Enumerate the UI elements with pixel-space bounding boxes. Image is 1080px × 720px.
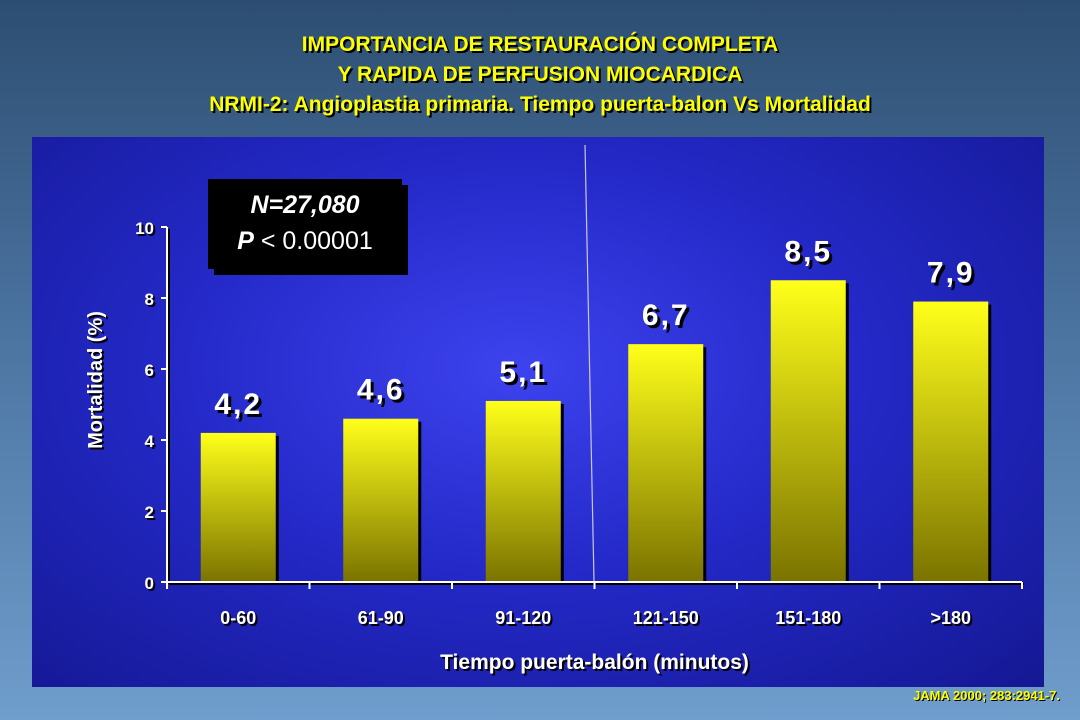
bar-121-150 bbox=[628, 344, 704, 582]
x-tick-label-shadow: 91-120 bbox=[497, 610, 553, 630]
x-tick-label: 151-180 bbox=[775, 608, 841, 628]
y-tick-label: 2 bbox=[145, 503, 154, 522]
data-label: 6,7 bbox=[642, 299, 690, 332]
y-tick-label-shadow: 6 bbox=[147, 363, 156, 382]
chart-panel: 0 0 2 2 4 4 6 6 8 8 10 10 4,2 4,2 0-60 0-60 4,6 4,6 61-90… bbox=[32, 137, 1044, 687]
bar-151-180 bbox=[770, 280, 846, 582]
labels-layer: 4,24,20-600-604,64,661-9061-905,15,191-1… bbox=[85, 235, 978, 676]
y-tick-label-shadow: 8 bbox=[147, 292, 156, 311]
p-value: P < 0.00001 bbox=[208, 223, 402, 259]
title-line-3: NRMI-2: Angioplastia primaria. Tiempo pu… bbox=[209, 93, 871, 116]
y-tick-label: 10 bbox=[135, 219, 154, 238]
p-value-letter: P bbox=[237, 227, 254, 255]
bar->180 bbox=[913, 301, 989, 582]
data-label: 7,9 bbox=[927, 257, 975, 290]
source-citation: JAMA 2000; 283:2941-7. bbox=[913, 688, 1060, 703]
x-axis-title-shadow: Tiempo puerta-balón (minutos) bbox=[442, 653, 751, 676]
sample-size-text: N=27,080 bbox=[250, 191, 360, 219]
x-tick-label: 0-60 bbox=[220, 608, 256, 628]
sample-size: N=27,080 bbox=[208, 187, 402, 223]
data-label-shadow: 6,7 bbox=[645, 302, 693, 335]
chart-title: IMPORTANCIA DE RESTAURACIÓN COMPLETA Y R… bbox=[0, 30, 1080, 120]
bar-91-120 bbox=[485, 400, 561, 582]
x-tick-label: >180 bbox=[930, 608, 971, 628]
y-axis-title-shadow: Mortalidad (%) bbox=[87, 313, 109, 451]
x-tick-label-shadow: 121-150 bbox=[635, 610, 701, 630]
vertical-divider-line bbox=[584, 144, 595, 583]
x-tick-label: 121-150 bbox=[633, 608, 699, 628]
data-label: 4,6 bbox=[357, 374, 405, 407]
data-label-shadow: 7,9 bbox=[930, 260, 978, 293]
x-tick-label: 91-120 bbox=[495, 608, 551, 628]
x-axis-title: Tiempo puerta-balón (minutos) bbox=[440, 651, 749, 674]
x-tick-label-shadow: 61-90 bbox=[360, 610, 406, 630]
bar-61-90 bbox=[343, 418, 419, 582]
p-value-text: < 0.00001 bbox=[253, 227, 373, 255]
x-tick-label-shadow: 0-60 bbox=[222, 610, 258, 630]
y-tick-label-shadow: 10 bbox=[137, 221, 156, 240]
x-tick-label: 61-90 bbox=[358, 608, 404, 628]
y-tick-label-shadow: 2 bbox=[147, 505, 156, 524]
y-tick-label-shadow: 4 bbox=[147, 434, 157, 453]
x-tick-label-shadow: >180 bbox=[932, 610, 973, 630]
y-axis-title: Mortalidad (%) bbox=[85, 311, 107, 449]
data-label-shadow: 5,1 bbox=[502, 359, 550, 392]
data-label-shadow: 8,5 bbox=[787, 238, 835, 271]
stats-box: N=27,080 P < 0.00001 bbox=[208, 179, 402, 269]
bar-0-60 bbox=[200, 432, 276, 582]
data-label: 4,2 bbox=[214, 388, 262, 421]
data-label: 5,1 bbox=[499, 356, 547, 389]
y-tick-label-shadow: 0 bbox=[147, 576, 156, 595]
title-line-2: Y RAPIDA DE PERFUSION MIOCARDICA bbox=[337, 63, 743, 86]
data-label-shadow: 4,6 bbox=[360, 377, 408, 410]
y-tick-label: 6 bbox=[145, 361, 154, 380]
data-label: 8,5 bbox=[784, 235, 832, 268]
y-tick-label: 0 bbox=[145, 574, 154, 593]
y-tick-label: 4 bbox=[145, 432, 155, 451]
data-label-shadow: 4,2 bbox=[217, 391, 265, 424]
x-tick-label-shadow: 151-180 bbox=[777, 610, 843, 630]
title-line-1: IMPORTANCIA DE RESTAURACIÓN COMPLETA bbox=[301, 33, 779, 56]
bars-layer bbox=[200, 280, 992, 582]
y-tick-label: 8 bbox=[145, 290, 154, 309]
